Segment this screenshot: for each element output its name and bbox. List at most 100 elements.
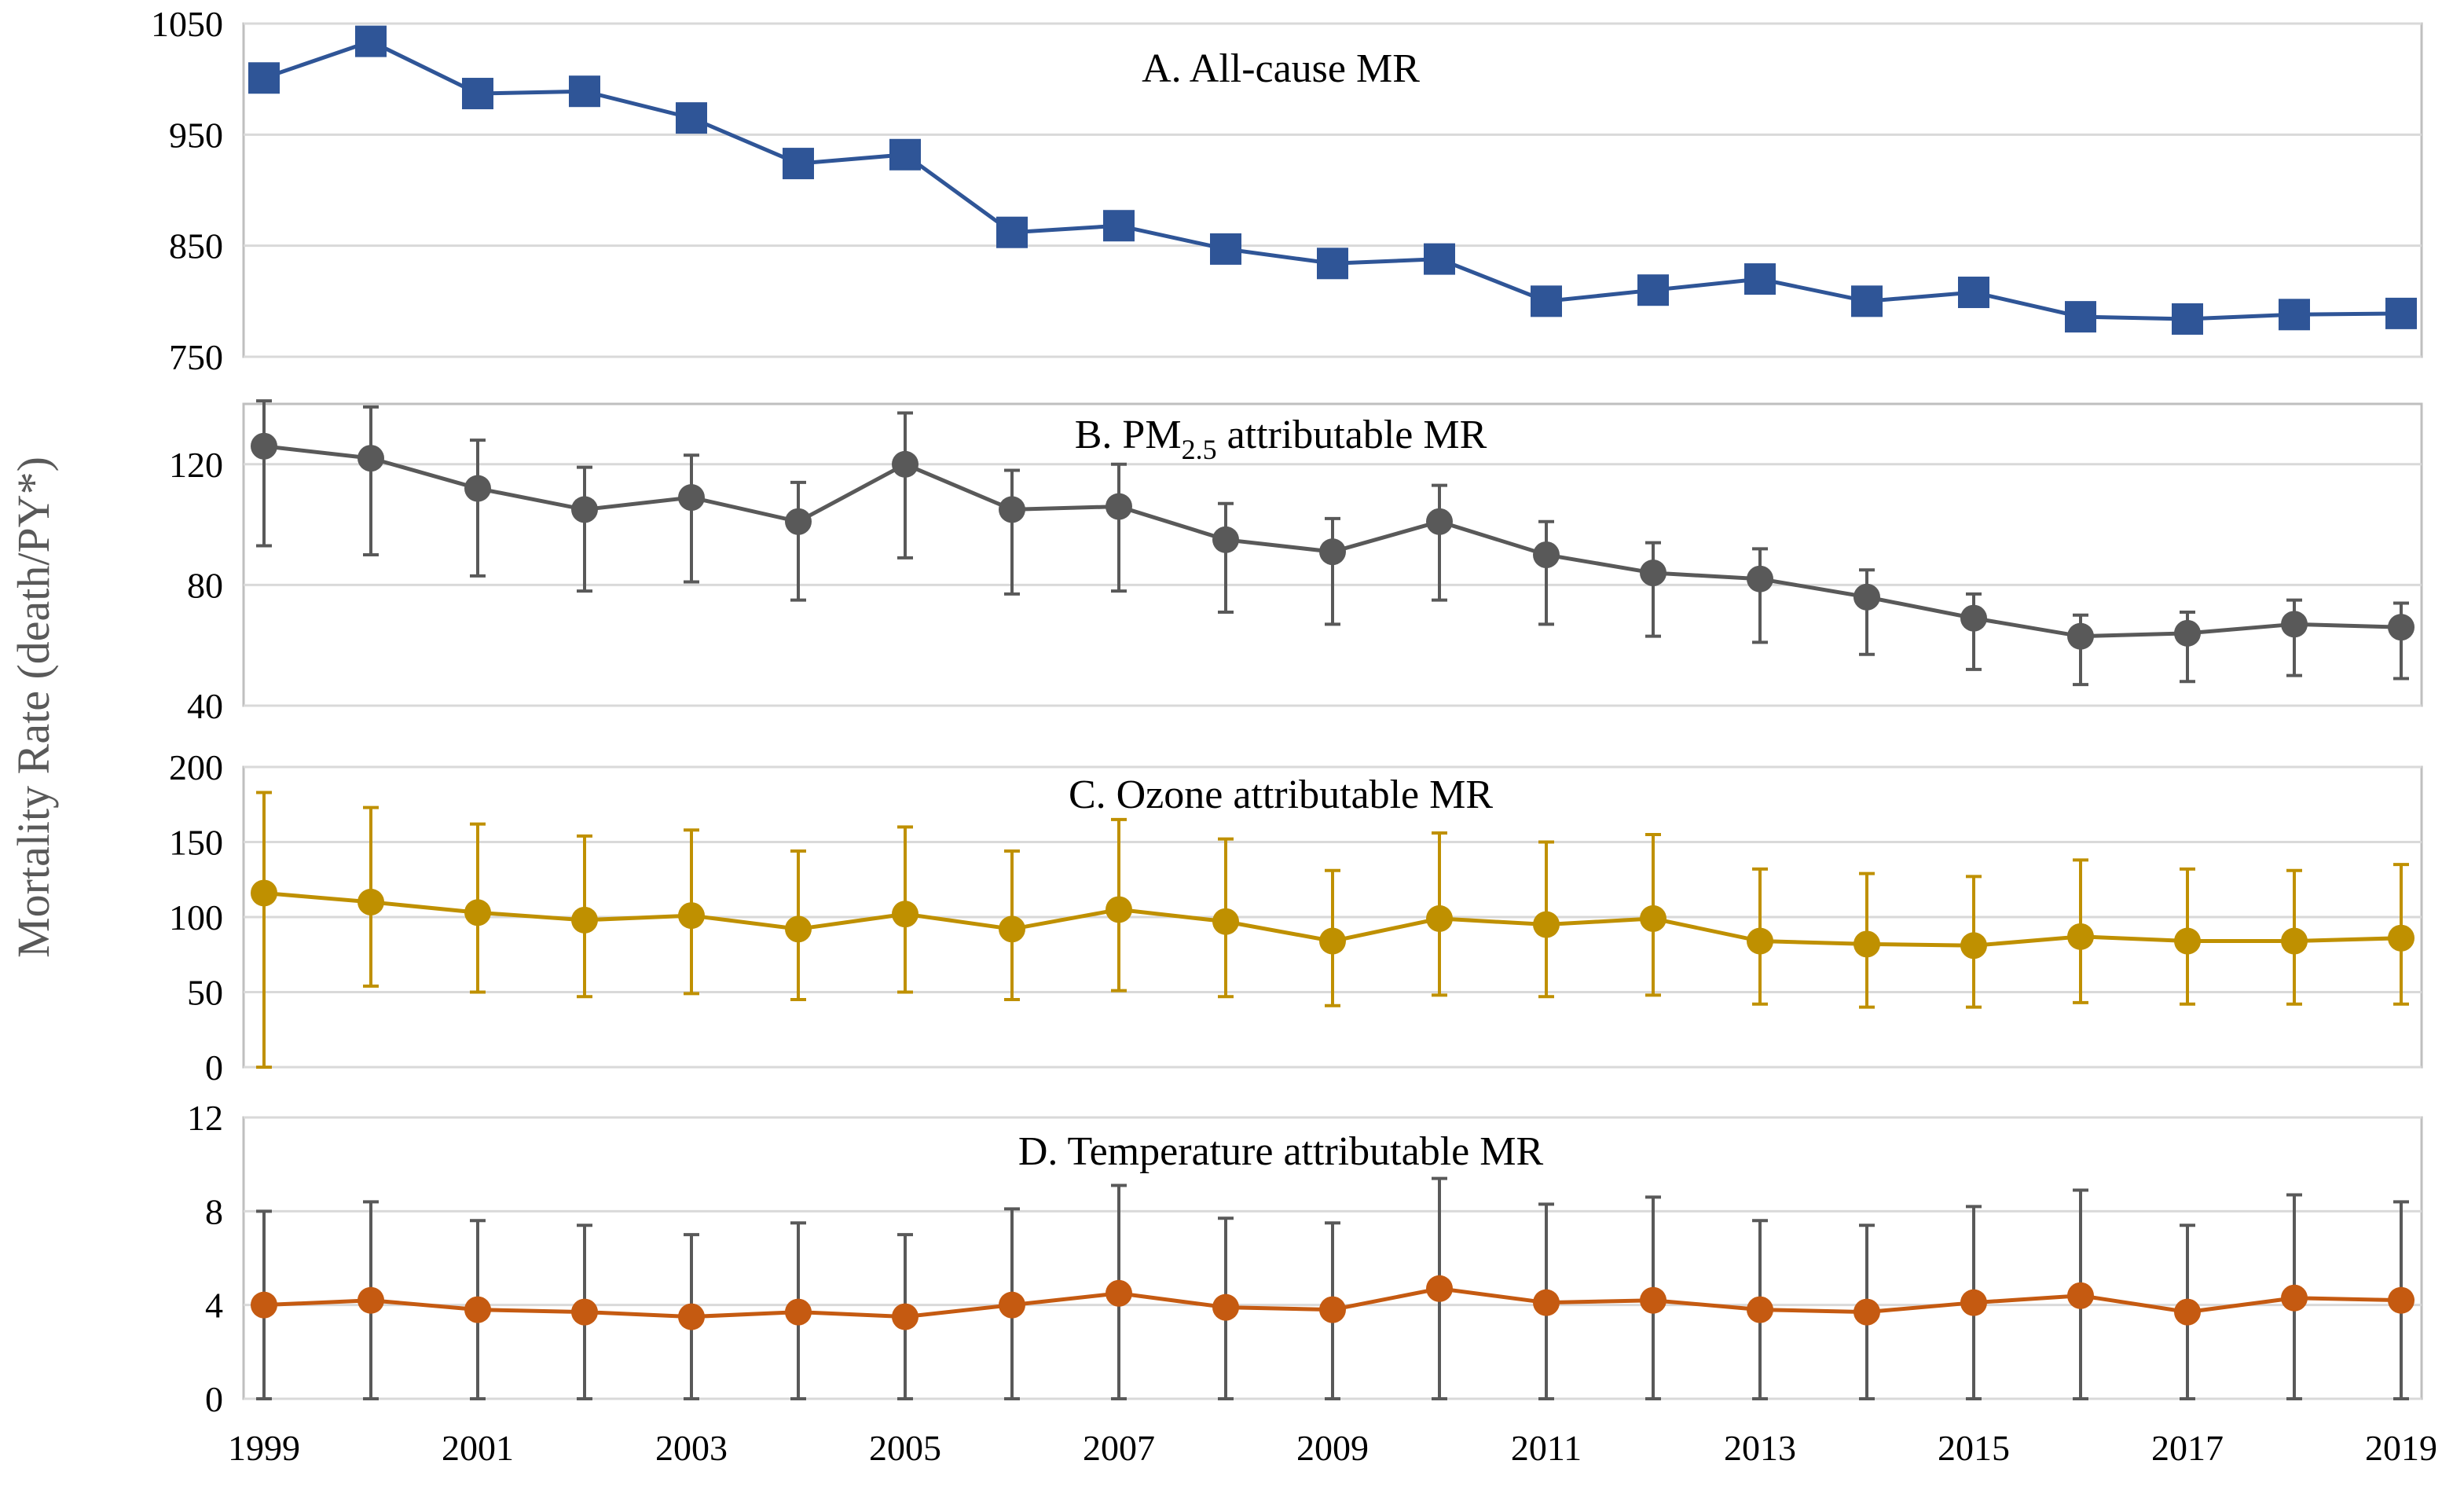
- data-point: [1747, 1296, 1773, 1323]
- error-bar: [1645, 541, 1661, 638]
- y-tick-label: 850: [169, 226, 223, 266]
- y-tick-label: 1050: [151, 4, 223, 44]
- data-point: [1106, 493, 1132, 520]
- data-point: [1533, 1289, 1560, 1316]
- data-point: [1640, 560, 1666, 587]
- data-point: [678, 902, 705, 930]
- data-point: [2172, 303, 2203, 335]
- error-bar: [1218, 501, 1234, 614]
- data-point: [1747, 927, 1773, 955]
- error-bar: [1325, 516, 1340, 626]
- data-point: [892, 450, 918, 478]
- data-point: [358, 1286, 384, 1314]
- error-bar: [577, 465, 592, 593]
- y-tick-label: 950: [169, 115, 223, 155]
- error-bar: [790, 480, 806, 602]
- data-point: [1854, 583, 1880, 611]
- data-point: [1319, 538, 1346, 566]
- error-bar: [684, 453, 699, 584]
- data-point: [892, 1303, 918, 1330]
- data-point: [1640, 904, 1666, 932]
- data-point: [355, 25, 387, 57]
- y-axis-label: Mortality Rate (death/PY*): [8, 457, 59, 958]
- y-tick-label: 150: [169, 823, 223, 863]
- x-tick-label: 2013: [1724, 1428, 1796, 1468]
- y-tick-label: 100: [169, 897, 223, 937]
- data-point: [1106, 1279, 1132, 1307]
- data-point: [1960, 1289, 1987, 1316]
- data-point: [1851, 285, 1883, 317]
- data-point: [571, 1298, 598, 1326]
- data-point: [2385, 297, 2417, 329]
- data-point: [462, 78, 493, 110]
- data-point: [1426, 1275, 1453, 1302]
- data-point: [2388, 924, 2414, 952]
- data-point: [678, 1303, 705, 1330]
- data-point: [999, 915, 1025, 943]
- error-bar: [1111, 462, 1127, 593]
- data-point: [1319, 927, 1346, 955]
- y-tick-label: 50: [187, 973, 223, 1013]
- data-point: [2065, 301, 2096, 333]
- data-point: [2281, 1284, 2308, 1312]
- data-point: [2067, 1282, 2094, 1309]
- x-tick-label: 2009: [1296, 1428, 1369, 1468]
- data-point: [358, 888, 384, 915]
- data-point: [2174, 619, 2201, 647]
- data-point: [1212, 526, 1239, 553]
- data-point: [571, 906, 598, 934]
- data-point: [1958, 277, 1989, 309]
- panel-title: B. PM2.5 attributable MR: [1075, 413, 1487, 465]
- data-point: [1426, 904, 1453, 932]
- data-point: [1533, 911, 1560, 938]
- data-point: [1531, 285, 1562, 317]
- error-bar: [256, 791, 272, 1069]
- error-bar: [1752, 547, 1768, 644]
- data-point: [251, 432, 277, 460]
- data-point: [676, 102, 707, 134]
- data-point: [1637, 274, 1669, 306]
- panel-a: 750 850 950 1050 A. All-cause MR: [151, 4, 2423, 377]
- data-point: [1317, 248, 1348, 280]
- data-point: [1854, 930, 1880, 958]
- data-point: [2174, 927, 2201, 955]
- x-tick-label: 2017: [2151, 1428, 2224, 1468]
- data-point: [1533, 541, 1560, 568]
- data-point: [785, 508, 812, 535]
- error-bar: [1538, 519, 1554, 626]
- y-tick-label: 4: [205, 1286, 223, 1326]
- error-bar: [1004, 468, 1020, 596]
- data-point: [2388, 1286, 2414, 1314]
- data-point: [1744, 263, 1776, 295]
- x-tick-label: 2007: [1083, 1428, 1155, 1468]
- data-point: [999, 1291, 1025, 1319]
- data-point: [248, 62, 280, 94]
- data-point: [251, 879, 277, 907]
- data-point: [785, 1298, 812, 1326]
- data-point: [1103, 210, 1135, 242]
- data-point: [1106, 896, 1132, 923]
- data-point: [996, 216, 1028, 248]
- panel-b: 40 80 120 B. PM2.5 attributable MR: [169, 399, 2423, 726]
- data-point: [1319, 1296, 1346, 1323]
- data-point: [783, 148, 814, 180]
- error-bar: [470, 438, 486, 578]
- x-tick-label: 2019: [2365, 1428, 2437, 1468]
- error-bar: [363, 405, 379, 556]
- data-point: [2174, 1298, 2201, 1326]
- y-tick-label: 12: [187, 1098, 223, 1138]
- data-point: [2281, 927, 2308, 955]
- panel-c: 0 50 100 150 200 C. Ozone attributable MR: [169, 747, 2423, 1088]
- data-point: [1747, 565, 1773, 593]
- panel-title: A. All-cause MR: [1142, 46, 1420, 91]
- error-bar: [256, 399, 272, 548]
- error-bar: [1432, 483, 1447, 602]
- x-tick-label: 1999: [228, 1428, 300, 1468]
- y-tick-label: 8: [205, 1191, 223, 1231]
- data-point: [464, 899, 491, 926]
- data-point: [2067, 923, 2094, 950]
- title-suffix: attributable MR: [1217, 413, 1487, 457]
- data-point: [785, 915, 812, 943]
